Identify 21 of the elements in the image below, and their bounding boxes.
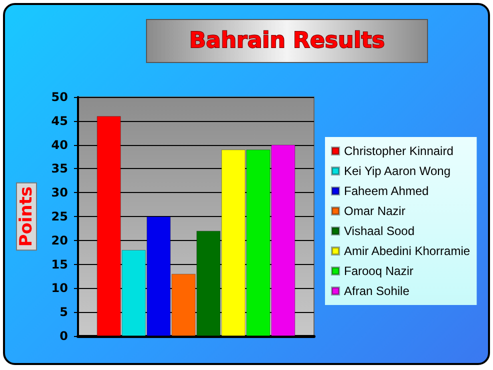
y-tick-label: 50 (51, 90, 68, 104)
y-axis-title: Points (16, 186, 36, 247)
legend-label: Omar Nazir (344, 204, 406, 218)
y-tick-label: 30 (51, 186, 68, 200)
legend-label: Christopher Kinnaird (344, 144, 454, 158)
legend-label: Farooq Nazir (344, 264, 414, 278)
legend-label: Afran Sohile (344, 284, 410, 298)
y-tick-label: 25 (51, 210, 68, 224)
legend-label: Faheem Ahmed (344, 184, 429, 198)
legend-label: Kei Yip Aaron Wong (344, 164, 451, 178)
legend-label: Vishaal Sood (344, 224, 414, 238)
chart-title: Bahrain Results (189, 28, 385, 54)
y-tick-label: 15 (51, 257, 68, 272)
y-tick-label: 45 (51, 114, 68, 128)
legend-label: Amir Abedini Khorramie (344, 244, 470, 258)
y-tick-label: 35 (51, 162, 68, 176)
y-tick-label: 0 (60, 329, 68, 343)
y-tick-label: 10 (51, 281, 68, 296)
y-tick-label: 20 (51, 233, 68, 248)
y-tick-label: 5 (60, 305, 68, 320)
y-tick-label: 40 (51, 138, 68, 152)
